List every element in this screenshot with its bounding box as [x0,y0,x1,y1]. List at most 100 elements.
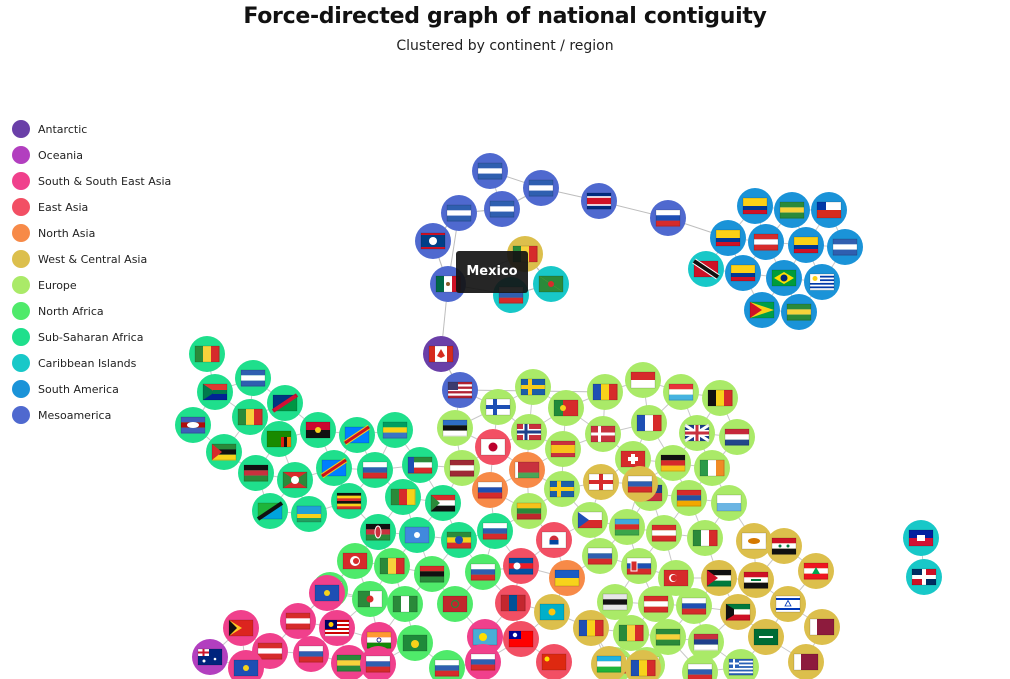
country-node[interactable] [515,369,551,405]
country-node[interactable] [232,399,268,435]
country-node[interactable] [339,417,375,453]
country-node[interactable] [774,192,810,228]
country-node[interactable] [415,223,451,259]
country-node[interactable] [736,523,772,559]
country-node[interactable] [585,416,621,452]
country-node[interactable] [536,644,572,679]
country-node[interactable] [548,390,584,426]
country-node[interactable] [192,639,228,675]
country-node[interactable] [425,485,461,521]
country-node[interactable] [676,588,712,624]
country-node[interactable] [788,644,824,679]
country-node[interactable] [206,434,242,470]
country-node[interactable] [267,385,303,421]
country-node[interactable] [748,224,784,260]
country-node[interactable] [583,464,619,500]
country-node[interactable] [377,412,413,448]
country-node[interactable] [280,603,316,639]
country-node[interactable] [622,466,658,502]
country-node[interactable] [682,654,718,679]
country-node[interactable] [480,389,516,425]
country-node[interactable] [291,496,327,532]
country-node[interactable] [719,419,755,455]
country-node[interactable] [710,220,746,256]
country-node[interactable] [798,553,834,589]
country-node[interactable] [687,520,723,556]
country-node[interactable] [804,609,840,645]
country-node[interactable] [658,560,694,596]
country-node[interactable] [223,610,259,646]
country-node[interactable] [261,421,297,457]
country-node[interactable] [360,646,396,679]
country-node[interactable] [465,554,501,590]
country-node[interactable] [319,610,355,646]
country-node[interactable] [472,153,508,189]
country-node[interactable] [402,447,438,483]
country-node[interactable] [811,192,847,228]
country-node[interactable] [770,586,806,622]
country-node[interactable] [663,374,699,410]
country-node[interactable] [309,575,345,611]
country-node[interactable] [397,625,433,661]
country-node[interactable] [228,650,264,679]
country-node[interactable] [337,543,373,579]
country-node[interactable] [189,336,225,372]
country-node[interactable] [544,471,580,507]
country-node[interactable] [671,480,707,516]
country-node[interactable] [766,260,802,296]
country-node[interactable] [694,450,730,486]
country-node[interactable] [650,619,686,655]
country-node[interactable] [631,405,667,441]
country-node[interactable] [293,636,329,672]
country-node[interactable] [509,452,545,488]
country-node[interactable] [523,170,559,206]
country-node[interactable] [444,450,480,486]
country-node[interactable] [545,431,581,467]
country-node[interactable] [235,360,271,396]
country-node[interactable] [437,410,473,446]
country-node[interactable] [533,266,569,302]
country-node[interactable] [374,548,410,584]
country-node[interactable] [766,528,802,564]
country-node[interactable] [650,200,686,236]
country-node[interactable] [688,251,724,287]
country-node[interactable] [701,560,737,596]
country-node[interactable] [441,522,477,558]
country-node[interactable] [625,650,661,679]
country-node[interactable] [613,615,649,651]
country-node[interactable] [744,292,780,328]
country-node[interactable] [638,586,674,622]
country-node[interactable] [587,374,623,410]
country-node[interactable] [252,493,288,529]
country-node[interactable] [399,517,435,553]
country-node[interactable] [316,450,352,486]
country-node[interactable] [503,621,539,657]
country-node[interactable] [723,649,759,679]
country-node[interactable] [357,452,393,488]
country-node[interactable] [414,556,450,592]
country-node[interactable] [711,485,747,521]
country-node[interactable] [827,229,863,265]
country-node[interactable] [679,415,715,451]
country-node[interactable] [621,548,657,584]
country-node[interactable] [472,472,508,508]
country-node[interactable] [385,479,421,515]
country-node[interactable] [536,522,572,558]
country-node[interactable] [175,407,211,443]
country-node[interactable] [475,429,511,465]
country-node[interactable] [688,624,724,660]
country-node[interactable] [238,455,274,491]
country-node[interactable] [534,594,570,630]
country-node[interactable] [277,462,313,498]
country-node[interactable] [441,195,477,231]
country-node[interactable] [477,513,513,549]
country-node[interactable] [581,183,617,219]
country-node[interactable] [788,227,824,263]
country-node[interactable] [549,560,585,596]
country-node[interactable] [484,191,520,227]
country-node[interactable] [429,650,465,679]
country-node[interactable] [197,374,233,410]
country-node[interactable] [352,581,388,617]
country-node[interactable] [903,520,939,556]
country-node[interactable] [423,336,459,372]
